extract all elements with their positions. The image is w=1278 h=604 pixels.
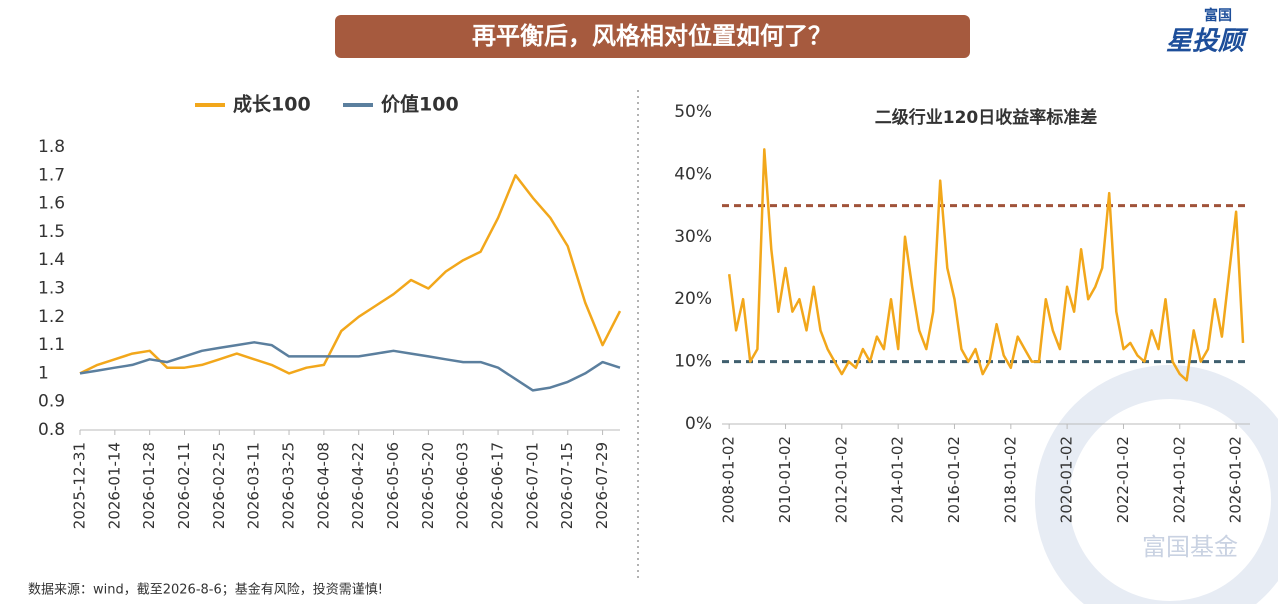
x-tick-label: 2025-12-31 bbox=[71, 442, 89, 529]
chart-title: 二级行业120日收益率标准差 bbox=[875, 107, 1098, 128]
x-tick-label: 2018-01-02 bbox=[1001, 436, 1019, 523]
y-tick-label: 0% bbox=[685, 414, 712, 434]
y-tick-label: 1.7 bbox=[38, 165, 65, 185]
y-tick-label: 1.3 bbox=[38, 279, 65, 299]
y-tick-label: 20% bbox=[674, 289, 712, 309]
source-note: 数据来源：wind，截至2026-8-6；基金有风险，投资需谨慎! bbox=[28, 582, 383, 598]
x-tick-label: 2026-04-08 bbox=[314, 442, 332, 529]
x-tick-label: 2026-07-15 bbox=[558, 442, 576, 529]
banner bbox=[335, 15, 970, 58]
watermark-ring bbox=[1035, 365, 1278, 604]
y-tick-label: 1.8 bbox=[38, 137, 65, 157]
y-tick-label: 1 bbox=[38, 363, 49, 383]
x-tick-label: 2026-01-28 bbox=[140, 442, 158, 529]
x-tick-label: 2020-01-02 bbox=[1058, 436, 1076, 523]
legend-label: 成长100 bbox=[233, 93, 311, 116]
x-tick-label: 2026-07-29 bbox=[593, 442, 611, 529]
y-tick-label: 1.5 bbox=[38, 222, 65, 242]
y-tick-label: 1.1 bbox=[38, 335, 65, 355]
x-tick-label: 2026-01-02 bbox=[1227, 436, 1245, 523]
data-line bbox=[79, 341, 621, 392]
logo-bottom: 星投顾 bbox=[1166, 27, 1249, 57]
x-tick-label: 2010-01-02 bbox=[776, 436, 794, 523]
logo-top: 富国 bbox=[1204, 7, 1232, 24]
x-tick-label: 2026-02-11 bbox=[175, 442, 193, 529]
x-tick-label: 2026-03-11 bbox=[245, 442, 263, 529]
y-tick-label: 1.6 bbox=[38, 194, 65, 214]
x-tick-label: 2008-01-02 bbox=[720, 436, 738, 523]
x-tick-label: 2026-03-25 bbox=[280, 442, 298, 529]
y-tick-label: 1.4 bbox=[38, 250, 65, 270]
data-line bbox=[79, 174, 622, 375]
x-tick-label: 2022-01-02 bbox=[1114, 436, 1132, 523]
x-tick-label: 2026-07-01 bbox=[523, 442, 541, 529]
y-tick-label: 30% bbox=[674, 227, 712, 247]
x-tick-label: 2026-02-25 bbox=[210, 442, 228, 529]
data-line bbox=[727, 148, 1245, 382]
legend-label: 价值100 bbox=[381, 93, 459, 116]
x-tick-label: 2026-05-06 bbox=[384, 442, 402, 529]
x-tick-label: 2026-06-03 bbox=[454, 442, 472, 529]
y-tick-label: 0.9 bbox=[38, 392, 65, 412]
y-tick-label: 0.8 bbox=[38, 420, 65, 440]
x-tick-label: 2024-01-02 bbox=[1170, 436, 1188, 523]
x-tick-label: 2026-05-20 bbox=[419, 442, 437, 529]
x-tick-label: 2026-06-17 bbox=[489, 442, 507, 529]
x-tick-label: 2012-01-02 bbox=[832, 436, 850, 523]
x-tick-label: 2026-01-14 bbox=[105, 442, 123, 529]
y-tick-label: 50% bbox=[674, 102, 712, 122]
y-tick-label: 10% bbox=[674, 352, 712, 372]
x-tick-label: 2016-01-02 bbox=[945, 436, 963, 523]
watermark-text: 富国基金 bbox=[1142, 533, 1238, 561]
x-tick-label: 2014-01-02 bbox=[889, 436, 907, 523]
y-tick-label: 1.2 bbox=[38, 307, 65, 327]
banner-text: 再平衡后，风格相对位置如何了？ bbox=[472, 22, 832, 50]
x-tick-label: 2026-04-22 bbox=[349, 442, 367, 529]
y-tick-label: 40% bbox=[674, 164, 712, 184]
